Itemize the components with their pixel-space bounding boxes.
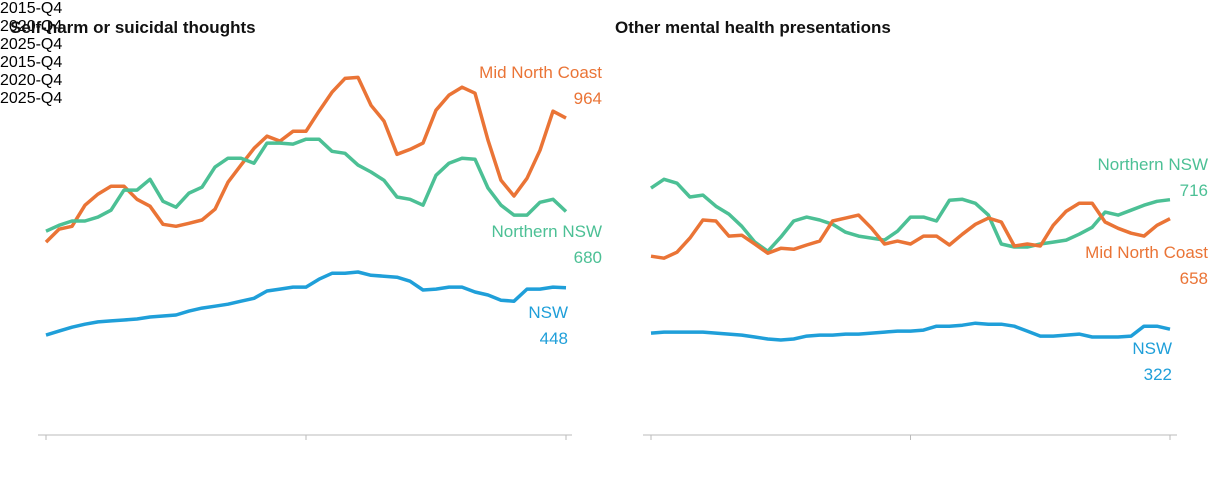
chart-title: Self-harm or suicidal thoughts (10, 18, 256, 37)
end-value-label: 964 (574, 89, 602, 108)
x-tick-label: 2025-Q4 (0, 90, 63, 107)
series-name: NSW (1132, 339, 1172, 358)
series-line (44, 75, 567, 244)
end-value-label: 448 (540, 329, 568, 348)
series-line (45, 270, 567, 337)
series-line (45, 137, 568, 233)
x-tick-label: 2015-Q4 (0, 54, 63, 71)
series-name: Northern NSW (1097, 155, 1208, 174)
end-value-label: 680 (574, 248, 602, 267)
series-name: Northern NSW (491, 222, 602, 241)
series-line (650, 177, 1171, 254)
end-value-label: 716 (1180, 181, 1208, 200)
x-tick-label: 2020-Q4 (0, 18, 63, 35)
end-value-label: 658 (1180, 269, 1208, 288)
x-tick-label: 2025-Q4 (0, 36, 63, 53)
series-line (650, 201, 1171, 260)
series-name: Mid North Coast (479, 63, 602, 82)
series-name: NSW (528, 303, 568, 322)
series-line (650, 321, 1171, 342)
end-value-label: 322 (1144, 365, 1172, 384)
chart-title: Other mental health presentations (615, 18, 891, 37)
x-tick-label: 2015-Q4 (0, 0, 63, 17)
series-name: Mid North Coast (1085, 243, 1208, 262)
x-tick-label: 2020-Q4 (0, 72, 63, 89)
